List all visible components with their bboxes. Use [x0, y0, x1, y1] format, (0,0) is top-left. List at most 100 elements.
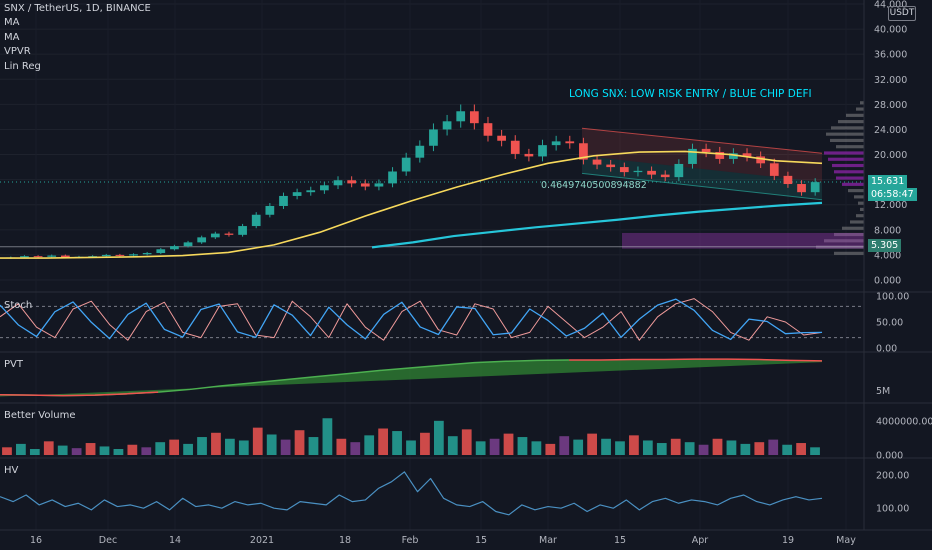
- indicator-vpvr[interactable]: VPVR: [4, 46, 31, 57]
- volume-bar: [503, 433, 514, 455]
- candle-body: [333, 180, 343, 186]
- candle-body: [47, 255, 57, 257]
- volume-bar: [141, 447, 152, 455]
- vpvr-bar: [828, 157, 864, 161]
- volume-bar: [197, 437, 207, 455]
- volume-pane: [2, 418, 820, 455]
- stoch-pane: [0, 298, 864, 341]
- time-tick-label: 19: [782, 535, 794, 546]
- volume-bar: [447, 436, 458, 455]
- indicator-legend: MA MA VPVR Lin Reg: [4, 16, 41, 74]
- hv-tick-label: 100.00: [876, 504, 909, 515]
- volume-bar: [322, 418, 333, 455]
- volume-bar: [99, 446, 110, 455]
- vpvr-bar: [834, 232, 864, 237]
- indicator-ma-fast[interactable]: MA: [4, 17, 20, 28]
- volume-bar: [43, 441, 54, 455]
- vpvr-bar: [830, 138, 864, 142]
- time-tick-label: 15: [475, 535, 487, 546]
- pvt-line-early: [0, 391, 159, 397]
- volume-bar: [754, 442, 765, 455]
- volume-bar: [169, 439, 180, 455]
- volume-bar: [238, 440, 249, 455]
- volume-bar: [545, 443, 556, 455]
- candle-body: [674, 163, 684, 178]
- price-axis: 44.000 40.000 36.000 32.000 28.000 24.000 20.0…: [874, 0, 932, 515]
- time-tick-label: 2021: [250, 535, 274, 546]
- price-tick-label: 8.000: [874, 225, 901, 236]
- candle-body: [729, 153, 738, 159]
- vpvr-bar: [860, 207, 864, 211]
- pane-separators: [0, 0, 932, 531]
- vpvr-bar: [856, 214, 864, 218]
- time-tick-label: 18: [339, 535, 351, 546]
- volume-bar: [475, 441, 486, 455]
- vpvr-value-area: [622, 232, 864, 249]
- candle-body: [592, 159, 602, 165]
- vpvr-bar: [842, 182, 864, 186]
- candle-body: [510, 140, 520, 154]
- symbol-title: SNX / TetherUS, 1D, BINANCE: [4, 3, 151, 14]
- volume-bar: [252, 427, 263, 455]
- vpvr-bar: [854, 195, 864, 199]
- volume-bar: [266, 434, 277, 455]
- indicator-lin-reg[interactable]: Lin Reg: [4, 60, 41, 72]
- candle-body: [701, 148, 711, 153]
- regression-value-label: 0.4649740500894882: [541, 180, 647, 191]
- candle-body: [742, 153, 752, 157]
- volume-bar: [768, 439, 779, 455]
- currency-button[interactable]: USDT: [888, 6, 916, 21]
- pvt-pane: [0, 358, 823, 397]
- volume-bar: [113, 449, 124, 455]
- volume-bar: [531, 441, 542, 455]
- vpvr-bar: [836, 176, 864, 180]
- candle-body: [469, 111, 479, 124]
- vpvr-bar: [832, 163, 864, 168]
- hv-title: HV: [4, 465, 19, 476]
- indicator-ma-slow[interactable]: MA: [4, 31, 20, 43]
- pvt-title: PVT: [4, 359, 23, 370]
- candle-body: [756, 156, 766, 164]
- hv-tick-label: 200.00: [876, 471, 909, 482]
- volume-bar: [280, 439, 291, 455]
- price-tick-label: 4.000: [874, 250, 901, 261]
- candle-body: [524, 153, 534, 157]
- candle-body: [142, 253, 152, 255]
- volume-bar: [559, 436, 570, 455]
- stoch-tick-label: 0.00: [876, 344, 897, 355]
- channel-upper: [582, 128, 822, 183]
- volume-bar: [782, 444, 793, 455]
- volume-bar: [420, 432, 430, 455]
- channel-top-line: [581, 127, 823, 154]
- vpvr-bar: [824, 239, 864, 243]
- price-tick-label: 36.000: [874, 50, 907, 61]
- vpvr-bar: [842, 226, 864, 230]
- candle-body: [783, 175, 793, 185]
- vpvr-bar: [836, 145, 864, 149]
- vpvr-bar: [826, 132, 864, 136]
- candle-body: [401, 157, 411, 172]
- vpvr-bar: [848, 189, 864, 193]
- candle-body: [265, 205, 275, 215]
- level-price-tag: 5.305: [868, 239, 902, 252]
- volume-bar: [29, 449, 40, 455]
- moving-averages: [0, 150, 823, 259]
- volume-tick-label: 0.000: [876, 451, 903, 462]
- price-tick-label: 40.000: [874, 25, 907, 36]
- candle-body: [565, 141, 575, 144]
- volume-bar: [796, 443, 806, 455]
- pvt-line-down: [569, 358, 823, 362]
- candle-body: [769, 163, 779, 176]
- ma-fast-line: [0, 150, 823, 259]
- candle-body: [619, 167, 629, 173]
- candle-body: [429, 129, 438, 146]
- candle-body: [647, 170, 656, 175]
- volume-bar: [225, 438, 235, 455]
- candle-body: [279, 195, 288, 206]
- volume-bar: [433, 420, 444, 455]
- volume-bar: [726, 440, 737, 455]
- regression-channel: [0, 127, 864, 248]
- candle-body: [197, 237, 207, 243]
- volume-bar: [85, 443, 96, 455]
